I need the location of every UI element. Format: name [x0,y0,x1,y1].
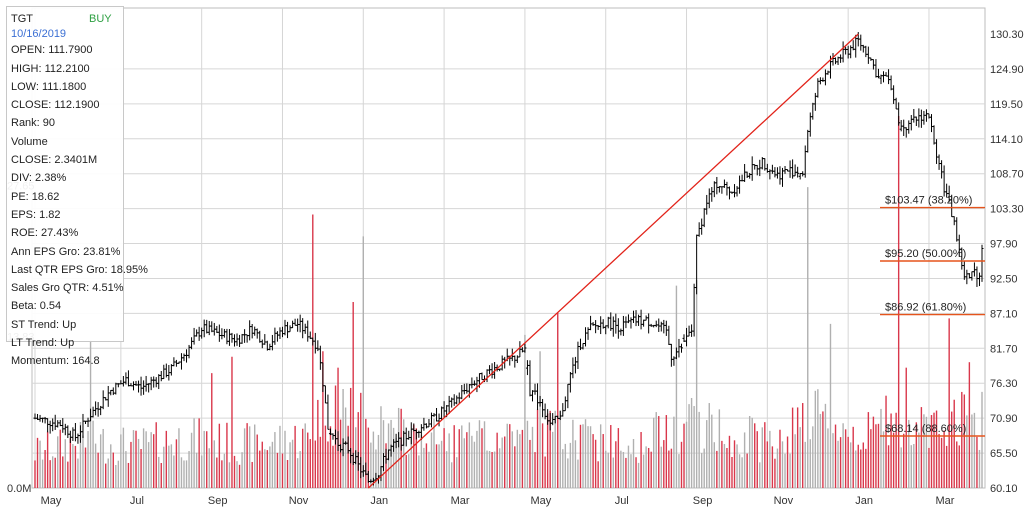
fibonacci-label: $86.92 (61.80%) [885,302,966,314]
price-tick-label: 81.70 [990,343,1018,355]
momentum: Momentum: 164.8 [11,355,100,368]
pe-ratio: PE: 18.62 [11,190,60,203]
grid [31,7,986,489]
month-tick-label: Mar [935,495,954,507]
annual-eps-growth: Ann EPS Gro: 23.81% [11,245,121,258]
ticker-symbol: TGT [11,13,33,25]
eps: EPS: 1.82 [11,208,61,221]
price-tick-label: 103.30 [990,204,1024,216]
short-term-trend: ST Trend: Up [11,318,77,331]
roe: ROE: 27.43% [11,227,79,240]
info-header: TGT BUY [11,10,119,28]
volume-tick-label: 0.0M [7,483,31,495]
month-tick-label: Nov [289,495,309,507]
price-tick-label: 124.90 [990,64,1024,76]
volume-close: CLOSE: 2.3401M [11,154,98,167]
fibonacci-label: $103.47 (38.20%) [885,195,972,207]
trendline-line [367,33,859,489]
last-qtr-eps-growth: Last QTR EPS Gro: 18.95% [11,263,148,276]
month-tick-label: May [531,495,552,507]
dividend-yield: DIV: 2.38% [11,172,67,185]
price-tick-label: 70.90 [990,413,1018,425]
month-tick-label: Sep [693,495,713,507]
open-price: OPEN: 111.7900 [11,44,93,57]
price-tick-label: 130.30 [990,29,1024,41]
fibonacci-label: $95.20 (50.00%) [885,248,966,260]
price-tick-label: 108.70 [990,169,1024,181]
low-price: LOW: 111.1800 [11,80,87,93]
volume-bars [34,116,983,488]
fibonacci-levels: $103.47 (38.20%) $95.20 (50.00%) $86.92 (6… [880,195,985,437]
quote-date: 10/16/2019 [11,28,67,41]
volume-label: Volume [11,135,48,148]
month-tick-label: Jul [615,495,629,507]
price-tick-label: 119.50 [990,99,1023,111]
price-tick-label: 60.10 [990,483,1018,495]
month-tick-label: Jan [855,495,873,507]
month-tick-label: May [41,495,62,507]
month-tick-label: Jan [370,495,388,507]
price-tick-label: 97.90 [990,239,1018,251]
month-tick-label: Nov [774,495,794,507]
stock-info-panel: TGT BUY 10/16/2019 OPEN: 111.7900 HIGH: 1… [6,6,148,367]
sales-growth-qtr: Sales Gro QTR: 4.51% [11,282,124,295]
month-tick-label: Mar [451,495,470,507]
price-tick-label: 65.50 [990,448,1018,460]
signal-badge: BUY [89,13,112,25]
price-tick-label: 114.10 [990,134,1023,146]
close-price: CLOSE: 112.1900 [11,99,100,112]
trendline [367,33,859,489]
long-term-trend: LT Trend: Up [11,337,75,350]
plot-frame [31,7,986,489]
fibonacci-label: $68.14 (88.60%) [885,423,966,435]
month-tick-label: Jul [130,495,144,507]
price-bars [33,32,984,486]
price-tick-label: 87.10 [990,308,1018,320]
beta: Beta: 0.54 [11,300,62,313]
month-tick-label: Sep [208,495,228,507]
rank: Rank: 90 [11,117,56,130]
price-tick-label: 92.50 [990,273,1018,285]
price-tick-label: 76.30 [990,378,1018,390]
high-price: HIGH: 112.2100 [11,62,90,75]
